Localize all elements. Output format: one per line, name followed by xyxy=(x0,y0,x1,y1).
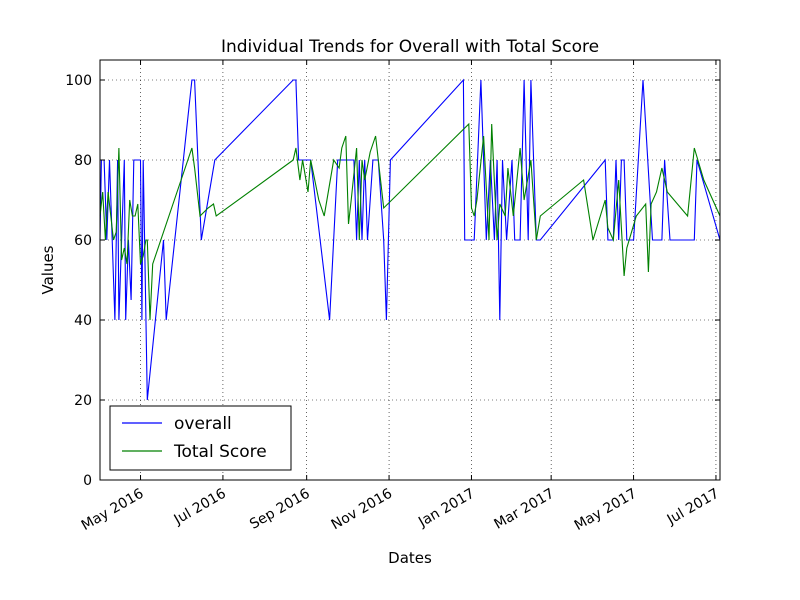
y-tick-label: 40 xyxy=(74,313,92,329)
x-tick-label: Mar 2017 xyxy=(492,486,558,533)
y-tick-label: 100 xyxy=(65,73,92,89)
chart-title: Individual Trends for Overall with Total… xyxy=(221,37,599,57)
legend-label-overall: overall xyxy=(174,414,232,434)
x-tick-label: May 2017 xyxy=(572,486,640,534)
x-axis-label: Dates xyxy=(388,549,432,567)
y-tick-label: 60 xyxy=(74,233,92,249)
plot-frame xyxy=(99,59,721,481)
y-axis-label: Values xyxy=(39,245,57,294)
legend: overall Total Score xyxy=(109,405,292,471)
x-tick-label: May 2016 xyxy=(79,486,147,534)
x-tick-label: Nov 2016 xyxy=(329,486,395,534)
plot-lines xyxy=(99,78,721,401)
y-tick-label: 0 xyxy=(83,473,92,489)
y-axis-ticks: 0 20 40 60 80 100 xyxy=(65,73,720,489)
x-tick-label: Jul 2016 xyxy=(171,486,229,529)
x-tick-label: Jan 2017 xyxy=(415,486,477,531)
y-tick-label: 80 xyxy=(74,153,92,169)
series-line-total-score xyxy=(99,122,721,321)
x-tick-label: Jul 2017 xyxy=(664,486,722,529)
x-tick-label: Sep 2016 xyxy=(247,486,313,533)
legend-box xyxy=(109,405,292,471)
y-tick-label: 20 xyxy=(74,393,92,409)
legend-label-total-score: Total Score xyxy=(173,442,267,462)
